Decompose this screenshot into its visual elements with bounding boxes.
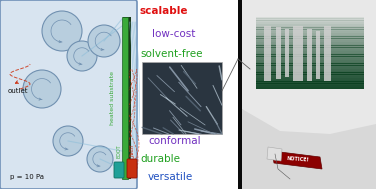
Bar bbox=[256, 27, 364, 30]
Bar bbox=[256, 56, 364, 58]
Bar bbox=[256, 69, 364, 71]
Bar bbox=[256, 40, 364, 42]
Bar bbox=[256, 49, 364, 51]
Bar bbox=[256, 33, 364, 35]
Bar bbox=[276, 27, 281, 79]
Bar bbox=[122, 17, 128, 179]
Text: EDOT: EDOT bbox=[117, 144, 121, 158]
Bar bbox=[256, 80, 364, 82]
Bar bbox=[256, 45, 364, 48]
Bar bbox=[256, 16, 364, 19]
Bar bbox=[238, 0, 376, 189]
Bar bbox=[256, 35, 364, 37]
Bar bbox=[256, 58, 364, 60]
Polygon shape bbox=[272, 151, 322, 169]
Text: outlet: outlet bbox=[8, 88, 29, 94]
Circle shape bbox=[23, 70, 61, 108]
Bar bbox=[256, 78, 364, 80]
Text: scalable: scalable bbox=[140, 6, 188, 16]
Bar bbox=[256, 26, 364, 28]
Bar bbox=[256, 29, 364, 31]
Bar bbox=[256, 70, 364, 73]
Text: low-cost: low-cost bbox=[152, 29, 196, 39]
Bar bbox=[256, 51, 364, 53]
Circle shape bbox=[42, 11, 82, 51]
Text: p = 10 Pa: p = 10 Pa bbox=[10, 174, 44, 180]
Text: heated substrate: heated substrate bbox=[109, 71, 115, 125]
Text: versatile: versatile bbox=[148, 172, 193, 182]
Bar bbox=[256, 65, 364, 67]
Text: FeCl₃: FeCl₃ bbox=[129, 144, 135, 156]
Bar bbox=[256, 22, 364, 24]
Circle shape bbox=[67, 41, 97, 71]
Bar bbox=[256, 74, 364, 76]
Bar bbox=[256, 38, 364, 40]
Bar bbox=[256, 63, 364, 66]
Bar bbox=[256, 81, 364, 84]
Bar bbox=[256, 54, 364, 57]
Bar bbox=[256, 18, 364, 21]
Circle shape bbox=[88, 25, 120, 57]
Bar bbox=[307, 29, 312, 81]
Circle shape bbox=[87, 146, 113, 172]
Text: conformal: conformal bbox=[148, 136, 201, 146]
Bar bbox=[256, 72, 364, 75]
Bar bbox=[256, 53, 364, 55]
Bar bbox=[256, 31, 364, 33]
FancyBboxPatch shape bbox=[114, 162, 124, 178]
Bar bbox=[256, 60, 364, 62]
Bar bbox=[256, 47, 364, 49]
Polygon shape bbox=[242, 109, 376, 189]
Text: NOTICE!: NOTICE! bbox=[287, 156, 309, 162]
Bar bbox=[256, 67, 364, 69]
Bar bbox=[316, 31, 320, 79]
FancyBboxPatch shape bbox=[0, 0, 137, 189]
Bar bbox=[256, 61, 364, 64]
Bar bbox=[285, 29, 289, 77]
Circle shape bbox=[53, 126, 83, 156]
Polygon shape bbox=[242, 0, 376, 164]
FancyBboxPatch shape bbox=[127, 159, 137, 178]
Bar bbox=[256, 87, 364, 89]
Bar bbox=[142, 62, 222, 134]
Bar bbox=[256, 43, 364, 46]
Bar bbox=[256, 83, 364, 85]
Bar bbox=[123, 17, 131, 179]
Text: solvent-free: solvent-free bbox=[140, 49, 203, 59]
Bar bbox=[324, 26, 331, 81]
Bar bbox=[264, 26, 271, 81]
Bar bbox=[256, 36, 364, 39]
Bar bbox=[256, 42, 364, 44]
Bar bbox=[293, 26, 303, 81]
Bar bbox=[256, 24, 364, 26]
Polygon shape bbox=[267, 147, 282, 161]
Bar bbox=[256, 85, 364, 87]
Text: durable: durable bbox=[140, 154, 180, 164]
Bar bbox=[256, 76, 364, 78]
Bar bbox=[256, 20, 364, 22]
